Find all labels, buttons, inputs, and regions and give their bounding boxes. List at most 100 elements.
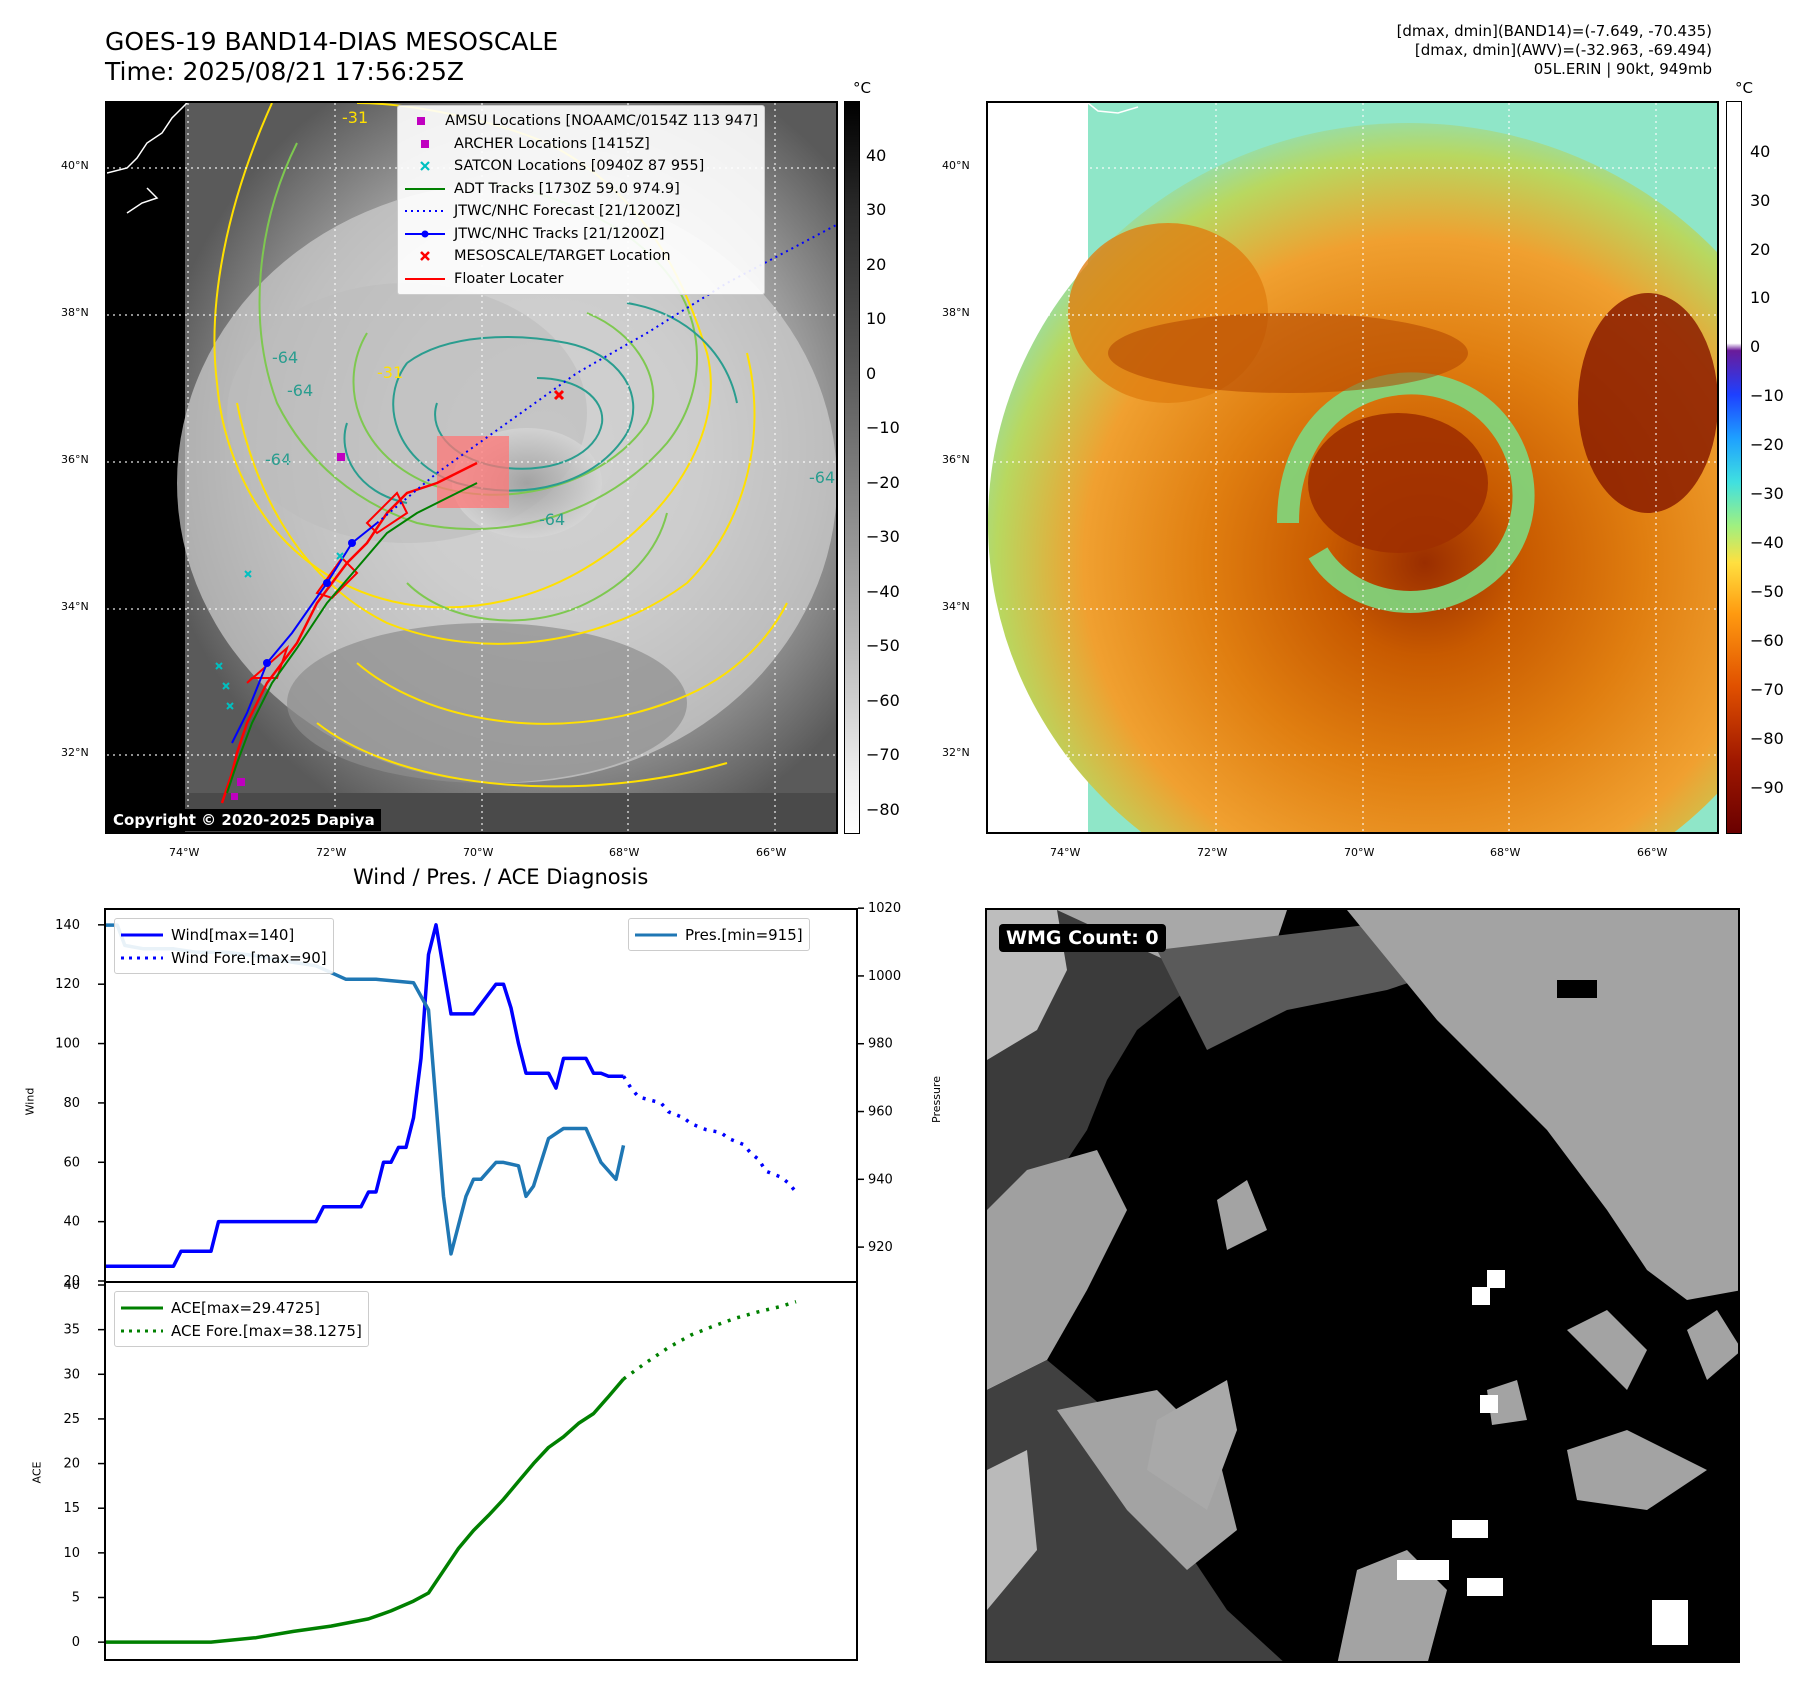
chart-title: GOES-19 BAND14-DIAS MESOSCALE Time: 2025… (105, 27, 558, 87)
pressure-tick-label: 980 (868, 1037, 893, 1052)
ace-tick-label: 5 (72, 1591, 80, 1606)
pressure-tick-label: 940 (868, 1172, 893, 1187)
right-colorbar-tick: 30 (1750, 191, 1771, 210)
left-colorbar-tick: −60 (866, 691, 900, 710)
lon-label: 72°W (1197, 846, 1228, 859)
legend-entry: SATCON Locations [0940Z 87 955] (404, 155, 758, 178)
contour-label: -31 (342, 108, 368, 127)
left-colorbar-tick: −20 (866, 473, 900, 492)
right-colorbar-tick: −80 (1750, 729, 1784, 748)
lon-label: 68°W (1490, 846, 1521, 859)
copyright-label: Copyright © 2020-2025 Dapiya (107, 809, 381, 831)
lon-label: 66°W (756, 846, 787, 859)
pressure-tick-label: 1020 (868, 901, 901, 916)
lon-label: 74°W (169, 846, 200, 859)
storm-info-line1: [dmax, dmin](BAND14)=(-7.649, -70.435) (1396, 22, 1712, 40)
right-colorbar-unit: °C (1735, 79, 1753, 97)
red-line-icon (405, 277, 445, 280)
left-colorbar-tick: 20 (866, 255, 887, 274)
wmg-image (987, 910, 1738, 1661)
legend-entry: ACE[max=29.4725] (121, 1296, 362, 1319)
legend-entry: ADT Tracks [1730Z 59.0 974.9] (404, 178, 758, 201)
left-colorbar-tick: −80 (866, 800, 900, 819)
legend-entry: ACE Fore.[max=38.1275] (121, 1319, 362, 1342)
chart-title-line2: Time: 2025/08/21 17:56:25Z (105, 57, 464, 86)
lon-label: 70°W (1344, 846, 1375, 859)
right-colorbar-tick: 40 (1750, 142, 1771, 161)
lon-label: 66°W (1637, 846, 1668, 859)
pressure-tick-label: 920 (868, 1240, 893, 1255)
storm-info: [dmax, dmin](BAND14)=(-7.649, -70.435) [… (1397, 22, 1712, 79)
wind-tick-label: 100 (55, 1037, 80, 1052)
lon-label: 74°W (1050, 846, 1081, 859)
wind-tick-label: 80 (63, 1096, 80, 1111)
legend-entry: Floater Locater (404, 268, 758, 291)
lat-label: 38°N (61, 306, 89, 319)
cyan-x-icon (420, 161, 430, 172)
ace-tick-label: 35 (63, 1323, 80, 1338)
right-colorbar-tick: −90 (1750, 778, 1784, 797)
contour-label: -64 (287, 381, 313, 400)
left-colorbar-tick: −40 (866, 582, 900, 601)
diagnosis-title: Wind / Pres. / ACE Diagnosis (353, 865, 649, 889)
wind-tick-label: 120 (55, 977, 80, 992)
ace-tick-label: 20 (63, 1457, 80, 1472)
pressure-line-icon (635, 933, 677, 936)
red-x-icon (420, 251, 430, 262)
right-satellite-map (986, 101, 1719, 834)
lat-label: 38°N (942, 306, 970, 319)
wmg-panel: WMG Count: 0 (985, 908, 1740, 1663)
right-colorbar-tick: −60 (1750, 631, 1784, 650)
legend-entry: JTWC/NHC Forecast [21/1200Z] (404, 200, 758, 223)
left-colorbar-tick: 30 (866, 200, 887, 219)
lat-label: 36°N (61, 453, 89, 466)
right-colorbar-tick: −40 (1750, 533, 1784, 552)
wind-axis-label: Wind (23, 1087, 37, 1116)
wind-series-line (106, 923, 624, 1268)
legend-entry: Pres.[min=915] (635, 923, 803, 946)
wmg-count-badge: WMG Count: 0 (999, 924, 1166, 952)
legend-entry: Wind[max=140] (121, 923, 327, 946)
wind-solid-line-icon (121, 933, 163, 936)
left-satellite-map: -31 -31 -64 -64 -64 -64 -64 (105, 101, 838, 834)
left-map-legend: AMSU Locations [NOAAMC/0154Z 113 947] AR… (397, 105, 765, 295)
green-line-icon (405, 187, 445, 190)
ace-tick-label: 40 (63, 1280, 80, 1293)
wind-legend: Wind[max=140] Wind Fore.[max=90] (114, 918, 334, 974)
left-colorbar-unit: °C (853, 79, 871, 97)
right-colorbar-tick: −70 (1750, 680, 1784, 699)
right-colorbar (1726, 101, 1742, 834)
wind-forecast-line (622, 1075, 798, 1194)
wind-tick-label: 40 (63, 1215, 80, 1230)
chart-title-line1: GOES-19 BAND14-DIAS MESOSCALE (105, 27, 559, 56)
ace-solid-line-icon (121, 1306, 163, 1309)
lat-label: 40°N (61, 159, 89, 172)
right-colorbar-tick: 10 (1750, 288, 1771, 307)
ace-legend: ACE[max=29.4725] ACE Fore.[max=38.1275] (114, 1291, 369, 1347)
contour-label: -64 (272, 348, 298, 367)
contour-label: -64 (265, 450, 291, 469)
ace-axis-label: ACE (30, 1461, 44, 1484)
storm-info-line2: [dmax, dmin](AWV)=(-32.963, -69.494) (1414, 41, 1712, 59)
magenta-square-icon (416, 117, 425, 126)
blue-line-dot-icon (405, 230, 445, 238)
ace-tick-label: 25 (63, 1412, 80, 1427)
ace-tick-label: 0 (72, 1635, 80, 1650)
wind-tick-label: 20 (63, 1274, 80, 1289)
legend-entry: JTWC/NHC Tracks [21/1200Z] (404, 223, 758, 246)
legend-entry: Wind Fore.[max=90] (121, 946, 327, 969)
pressure-axis-label: Pressure (929, 1076, 943, 1123)
right-colorbar-tick: −20 (1750, 435, 1784, 454)
legend-entry: ARCHER Locations [1415Z] (404, 133, 758, 156)
ace-series-line (106, 1377, 625, 1644)
left-colorbar-tick: 10 (866, 309, 887, 328)
blue-dotted-icon (405, 210, 445, 213)
legend-entry: AMSU Locations [NOAAMC/0154Z 113 947] (404, 110, 758, 133)
lat-label: 36°N (942, 453, 970, 466)
pressure-tick-label: 960 (868, 1105, 893, 1120)
lat-label: 32°N (61, 746, 89, 759)
left-colorbar-tick: 0 (866, 364, 877, 383)
wind-tick-label: 60 (63, 1155, 80, 1170)
pressure-tick-label: 1000 (868, 969, 901, 984)
left-colorbar-tick: −30 (866, 527, 900, 546)
